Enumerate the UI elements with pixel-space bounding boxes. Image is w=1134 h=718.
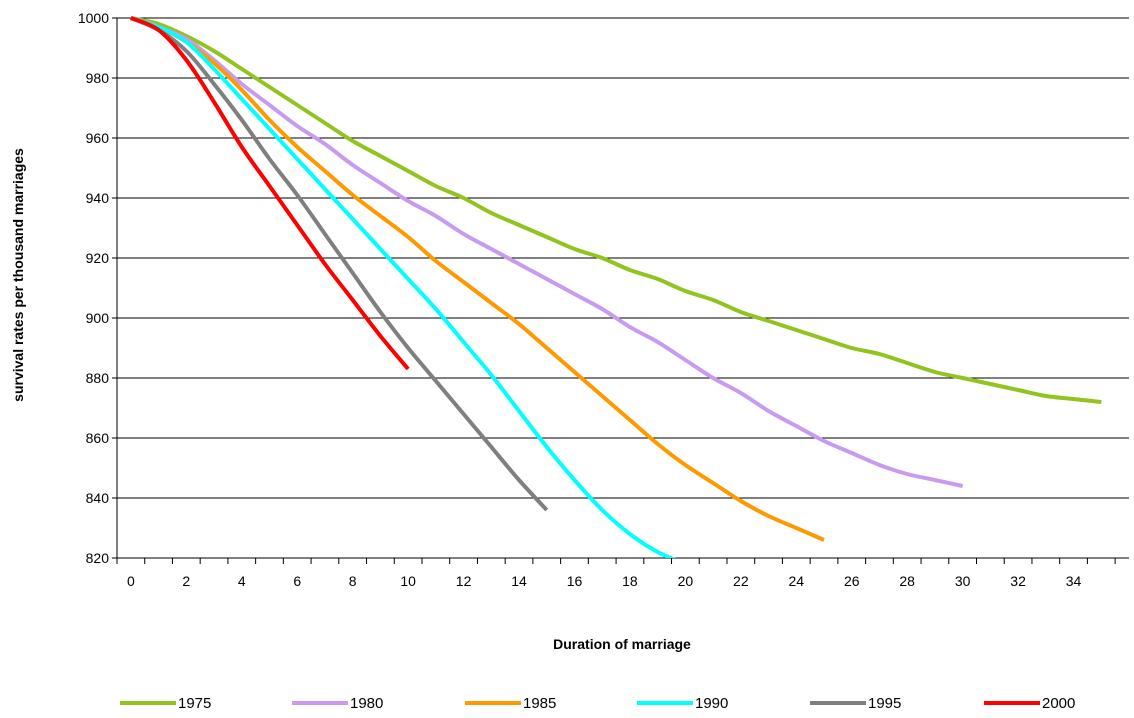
series-line-1995 bbox=[130, 16, 549, 512]
legend-label: 2000 bbox=[1042, 695, 1075, 712]
y-axis-title: survival rates per thousand marriages bbox=[10, 148, 26, 402]
x-tick-label: 20 bbox=[678, 573, 694, 589]
legend-item-1985: 1985 bbox=[465, 695, 556, 712]
x-tick-label: 6 bbox=[293, 573, 301, 589]
legend-label: 1980 bbox=[350, 695, 383, 712]
y-tick-label: 980 bbox=[86, 70, 110, 86]
series-line-1985 bbox=[130, 16, 825, 542]
legend-label: 1990 bbox=[695, 695, 728, 712]
series-line-2000 bbox=[130, 16, 410, 371]
series-line-1980 bbox=[130, 16, 964, 488]
y-tick-label: 920 bbox=[86, 250, 110, 266]
x-tick-label: 12 bbox=[456, 573, 472, 589]
legend-item-2000: 2000 bbox=[984, 695, 1075, 712]
y-tick-label: 1000 bbox=[78, 10, 109, 26]
x-tick-label: 8 bbox=[349, 573, 357, 589]
y-tick-label: 900 bbox=[86, 310, 110, 326]
legend-label: 1975 bbox=[178, 695, 211, 712]
x-tick-label: 30 bbox=[955, 573, 971, 589]
y-tick-labels: 820 840 860 880 900 920 940 960 980 1000 bbox=[78, 10, 109, 566]
x-tick-label: 2 bbox=[182, 573, 190, 589]
x-tick-label: 0 bbox=[127, 573, 135, 589]
gridlines bbox=[117, 17, 1129, 499]
y-tick-label: 940 bbox=[86, 190, 110, 206]
legend-item-1995: 1995 bbox=[810, 695, 901, 712]
series-line-1975 bbox=[130, 16, 1102, 404]
series-line-1990 bbox=[130, 16, 676, 558]
legend-item-1975: 1975 bbox=[120, 695, 211, 712]
x-tick-labels: 0 2 4 6 8 10 12 14 16 18 20 22 24 26 28 30 32 34 bbox=[127, 573, 1082, 589]
x-tick-label: 24 bbox=[788, 573, 804, 589]
x-tick-label: 26 bbox=[844, 573, 860, 589]
y-tick-label: 820 bbox=[86, 550, 110, 566]
legend-item-1980: 1980 bbox=[292, 695, 383, 712]
y-tick-label: 960 bbox=[86, 130, 110, 146]
series-lines bbox=[130, 16, 1102, 558]
y-tick-label: 840 bbox=[86, 490, 110, 506]
x-tick-label: 10 bbox=[400, 573, 416, 589]
axes bbox=[112, 17, 1129, 564]
x-tick-label: 34 bbox=[1066, 573, 1082, 589]
x-tick-label: 16 bbox=[567, 573, 583, 589]
x-tick-label: 32 bbox=[1010, 573, 1026, 589]
legend-item-1990: 1990 bbox=[637, 695, 728, 712]
legend: 1975 1980 1985 1990 1995 2000 bbox=[120, 695, 1075, 712]
x-tick-label: 28 bbox=[899, 573, 915, 589]
x-tick-label: 14 bbox=[511, 573, 527, 589]
x-axis-title: Duration of marriage bbox=[553, 636, 691, 652]
x-tick-label: 18 bbox=[622, 573, 638, 589]
x-tick-label: 4 bbox=[238, 573, 246, 589]
y-tick-label: 860 bbox=[86, 430, 110, 446]
x-tick-label: 22 bbox=[733, 573, 749, 589]
legend-label: 1985 bbox=[523, 695, 556, 712]
legend-label: 1995 bbox=[868, 695, 901, 712]
y-tick-label: 880 bbox=[86, 370, 110, 386]
